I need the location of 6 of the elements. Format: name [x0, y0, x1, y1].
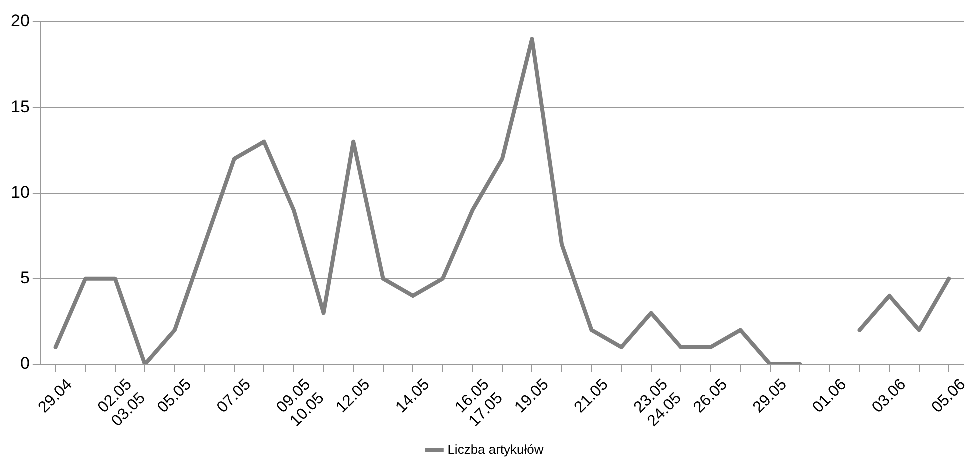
y-tick-label: 5	[20, 268, 30, 288]
y-tick-label: 15	[10, 97, 30, 116]
y-tick-label: 0	[20, 354, 30, 374]
legend-label: Liczba artykułów	[448, 442, 544, 458]
y-tick-label: 10	[10, 182, 30, 202]
y-tick-label: 20	[10, 12, 30, 31]
